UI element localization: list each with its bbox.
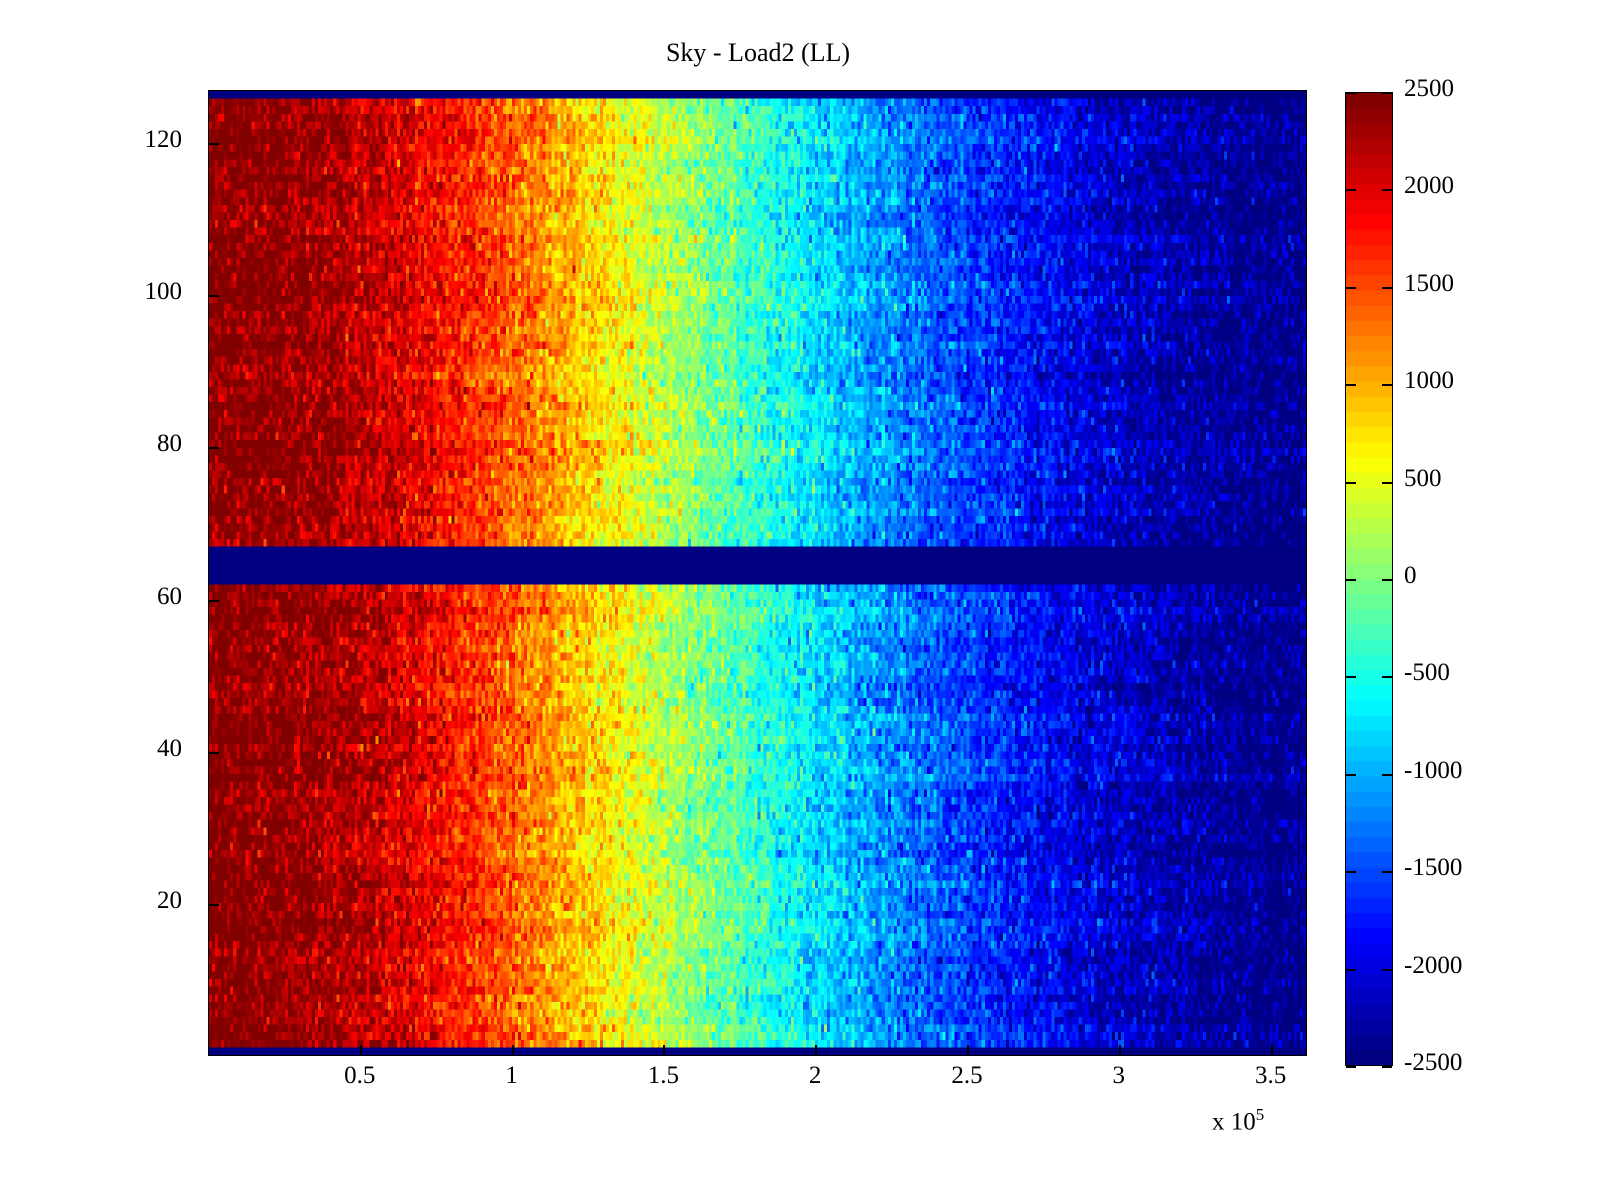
colorbar-tick-mark [1346, 968, 1356, 971]
x-axis-tick-label: 3.5 [1254, 1062, 1287, 1089]
y-axis-tick-label: 40 [157, 734, 182, 762]
colorbar-tick-label: 2500 [1404, 75, 1454, 102]
y-axis-tick-mark [208, 447, 219, 450]
y-axis-tick-mark [208, 143, 219, 146]
x-axis-tick-label: 0.5 [344, 1062, 376, 1089]
colorbar-tick-label: 1500 [1404, 269, 1454, 297]
x-axis-tick-label: 1 [505, 1062, 518, 1089]
colorbar-tick-label: 1000 [1404, 367, 1454, 395]
x-axis-tick-mark [815, 1045, 818, 1056]
colorbar-tick-mark [1346, 871, 1356, 874]
y-axis-tick-label: 80 [157, 430, 182, 458]
heatmap-image [209, 91, 1306, 1055]
colorbar-tick-label: -2000 [1404, 951, 1463, 979]
x-axis-tick-label: 2 [808, 1062, 822, 1089]
y-axis-tick-label: 60 [157, 582, 182, 610]
y-axis-tick-label: 20 [157, 886, 182, 914]
colorbar-tick-mark [1346, 189, 1356, 192]
colorbar-tick-mark [1346, 676, 1356, 679]
x-axis-exponent-base: x 10 [1212, 1108, 1256, 1136]
colorbar-tick-label: -500 [1404, 659, 1450, 687]
colorbar-tick-label: -2500 [1404, 1049, 1463, 1076]
y-axis-tick-mark [208, 903, 219, 906]
colorbar-tick-mark [1382, 286, 1392, 289]
colorbar-tick-mark [1382, 773, 1392, 776]
colorbar-tick-label: 2000 [1404, 172, 1454, 200]
y-axis-tick-mark [208, 295, 219, 298]
colorbar-tick-mark [1346, 579, 1356, 581]
colorbar-tick-mark [1382, 676, 1392, 679]
heatmap-axes [208, 90, 1307, 1056]
colorbar-tick-mark [1382, 871, 1392, 874]
y-axis-tick-mark [208, 751, 219, 754]
colorbar-tick-mark [1346, 1066, 1356, 1068]
colorbar-tick-mark [1346, 92, 1356, 94]
colorbar-tick-mark [1346, 384, 1356, 387]
colorbar-tick-mark [1346, 773, 1356, 776]
colorbar-tick-mark [1382, 189, 1392, 192]
x-axis-exponent-label: x 105 [1212, 1105, 1264, 1136]
colorbar-tick-label: 0 [1404, 562, 1417, 589]
x-axis-tick-mark [511, 1045, 514, 1056]
colorbar-tick-mark [1382, 968, 1392, 971]
colorbar-tick-mark [1382, 384, 1392, 387]
colorbar-tick-label: 500 [1404, 464, 1442, 492]
x-axis-tick-label: 3 [1112, 1062, 1126, 1089]
y-axis-tick-label: 100 [144, 278, 183, 306]
colorbar-tick-mark [1346, 481, 1356, 484]
x-axis-tick-mark [1118, 1045, 1121, 1056]
x-axis-tick-mark [966, 1045, 969, 1056]
y-axis-tick-label: 120 [144, 126, 183, 154]
colorbar-tick-mark [1382, 92, 1392, 94]
colorbar-tick-mark [1382, 1066, 1392, 1068]
x-axis-tick-mark [359, 1045, 362, 1056]
x-axis-tick-label: 2.5 [951, 1062, 983, 1089]
colorbar-tick-mark [1382, 579, 1392, 581]
y-axis-tick-mark [208, 599, 219, 602]
x-axis-exponent-power: 5 [1255, 1105, 1265, 1124]
colorbar-tick-mark [1346, 286, 1356, 289]
colorbar-tick-label: -1000 [1404, 756, 1463, 784]
colorbar-tick-mark [1382, 481, 1392, 484]
x-axis-tick-label: 1.5 [647, 1062, 679, 1089]
colorbar-tick-label: -1500 [1404, 854, 1463, 882]
x-axis-tick-mark [663, 1045, 666, 1056]
x-axis-tick-mark [1270, 1045, 1273, 1056]
page-title: Sky - Load2 (LL) [665, 38, 851, 67]
